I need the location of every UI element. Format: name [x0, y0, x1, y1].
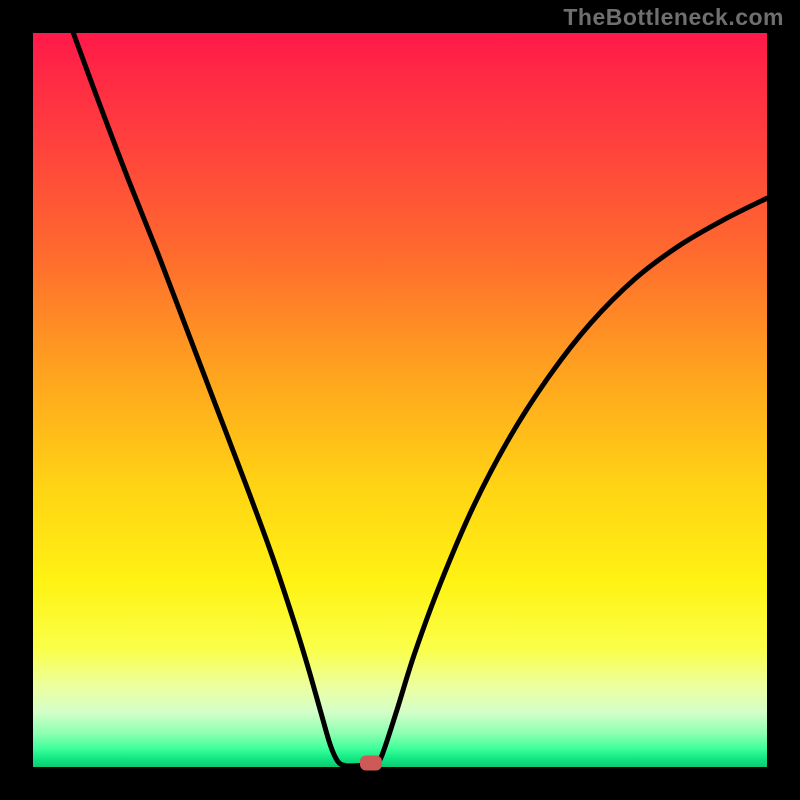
- optimum-marker: [360, 755, 382, 770]
- watermark-text: TheBottleneck.com: [563, 4, 784, 31]
- bottleneck-curve: [33, 33, 767, 767]
- curve-path: [73, 33, 767, 766]
- plot-area: [33, 33, 767, 767]
